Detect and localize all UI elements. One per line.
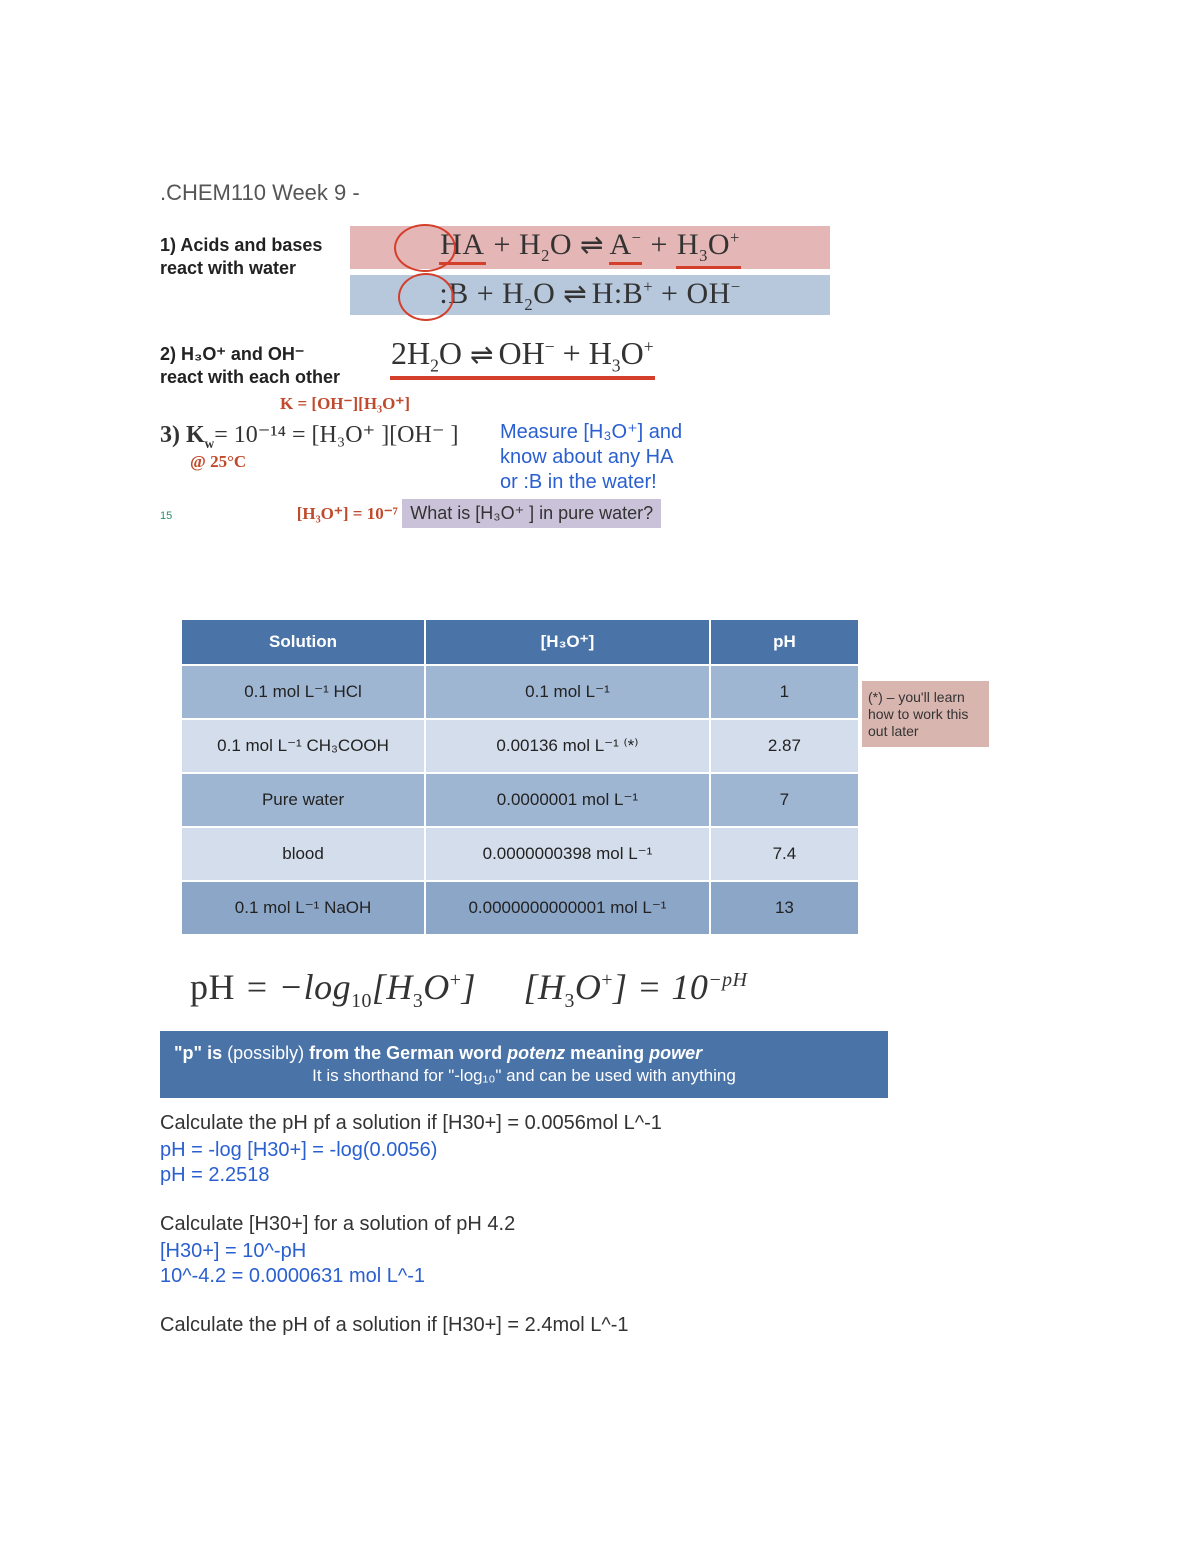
table-row: 0.1 mol L⁻¹ CH₃COOH0.00136 mol L⁻¹ ⁽*⁾2.… — [181, 719, 859, 773]
cell: 0.0000000000001 mol L⁻¹ — [425, 881, 710, 935]
table-header-row: Solution [H₃O⁺] pH — [181, 619, 859, 665]
problem-3: Calculate the pH of a solution if [H30+]… — [160, 1314, 1050, 1337]
eq-term: OH — [686, 277, 730, 310]
pbox-text: "p" is — [174, 1043, 227, 1063]
eq-term: H — [519, 228, 541, 261]
handwritten-10-7: [H₃O⁺] = 10⁻⁷ — [297, 504, 398, 523]
section-1-equations: HA + H2O ⇌ A− + H3O+ :B + H2O ⇌ H:B+ + O… — [350, 226, 830, 315]
cell: 1 — [710, 665, 859, 719]
handwritten-k-expression: K = [OH⁻][H₃O⁺] — [280, 394, 1050, 414]
blue-note: Measure [H₃O⁺] and know about any HA or … — [500, 420, 750, 495]
cell: 7.4 — [710, 827, 859, 881]
cell: 7 — [710, 773, 859, 827]
table-row: 0.1 mol L⁻¹ HCl0.1 mol L⁻¹1 — [181, 665, 859, 719]
section-3: 3) Kw= 10⁻¹⁴ = [H₃O⁺ ][OH⁻ ] @ 25°C Meas… — [160, 420, 1050, 495]
section-2-label: 2) H₃O⁺ and OH⁻ react with each other — [160, 335, 350, 388]
cell: 0.0000000398 mol L⁻¹ — [425, 827, 710, 881]
red-circle-annotation — [394, 224, 456, 272]
table-side-note: (*) – you'll learn how to work this out … — [862, 681, 989, 747]
page-title: .CHEM110 Week 9 - — [160, 180, 1050, 206]
eq-term: A — [610, 228, 632, 261]
section-1: 1) Acids and bases react with water HA +… — [160, 226, 1050, 315]
ph-formula: pH = −log10[H3O+] [H3O+] = 10−pH — [190, 966, 1050, 1013]
cell: 0.1 mol L⁻¹ — [425, 665, 710, 719]
pbox-text: potenz — [507, 1043, 565, 1063]
ph-table: Solution [H₃O⁺] pH 0.1 mol L⁻¹ HCl0.1 mo… — [180, 618, 860, 936]
ph-table-wrap: Solution [H₃O⁺] pH 0.1 mol L⁻¹ HCl0.1 mo… — [180, 618, 1050, 936]
cell: 0.1 mol L⁻¹ HCl — [181, 665, 425, 719]
answer-text: 10^-4.2 = 0.0000631 mol L^-1 — [160, 1265, 1050, 1288]
table-row: 0.1 mol L⁻¹ NaOH0.0000000000001 mol L⁻¹1… — [181, 881, 859, 935]
eq-term: 2H — [391, 335, 430, 371]
question-text: Calculate the pH of a solution if [H30+]… — [160, 1314, 1050, 1337]
cell: 0.00136 mol L⁻¹ ⁽*⁾ — [425, 719, 710, 773]
question-text: Calculate [H30+] for a solution of pH 4.… — [160, 1213, 1050, 1236]
question-text: Calculate the pH pf a solution if [H30+]… — [160, 1112, 1050, 1135]
handwritten-25c: @ 25°C — [190, 452, 460, 472]
blue-note-line: Measure [H₃O⁺] and — [500, 421, 682, 443]
eq-term: H:B — [592, 277, 644, 310]
pbox-text: from the German word — [309, 1043, 507, 1063]
kw-k: 3) K — [160, 422, 205, 448]
pbox-text: (possibly) — [227, 1043, 309, 1063]
answer-text: pH = 2.2518 — [160, 1164, 1050, 1187]
col-solution: Solution — [181, 619, 425, 665]
section-1-label: 1) Acids and bases react with water — [160, 226, 350, 279]
answer-text: [H30+] = 10^-pH — [160, 1240, 1050, 1263]
eq-term: OH — [498, 335, 544, 371]
p-definition-box: "p" is (possibly) from the German word p… — [160, 1031, 888, 1098]
problem-1: Calculate the pH pf a solution if [H30+]… — [160, 1112, 1050, 1187]
table-row: blood0.0000000398 mol L⁻¹7.4 — [181, 827, 859, 881]
cell: 13 — [710, 881, 859, 935]
bottom-annotation-row: 15 [H₃O⁺] = 10⁻⁷ What is [H₃O⁺ ] in pure… — [160, 495, 1050, 528]
water-equation: 2H2O ⇌ OH− + H3O+ — [390, 335, 655, 380]
col-h3o: [H₃O⁺] — [425, 619, 710, 665]
pbox-line2: It is shorthand for "-log₁₀" and can be … — [174, 1065, 874, 1088]
blue-note-line: or :B in the water! — [500, 471, 657, 493]
answer-text: pH = -log [H30+] = -log(0.0056) — [160, 1139, 1050, 1162]
problem-2: Calculate [H30+] for a solution of pH 4.… — [160, 1213, 1050, 1288]
base-equation: :B + H2O ⇌ H:B+ + OH− — [350, 275, 830, 315]
document-page: .CHEM110 Week 9 - 1) Acids and bases rea… — [0, 0, 1200, 1337]
kw-label: 3) Kw= 10⁻¹⁴ = [H₃O⁺ ][OH⁻ ] — [160, 422, 459, 448]
col-ph: pH — [710, 619, 859, 665]
eq-term: H — [677, 228, 699, 261]
cell: Pure water — [181, 773, 425, 827]
cell: blood — [181, 827, 425, 881]
section-2: 2) H₃O⁺ and OH⁻ react with each other 2H… — [160, 335, 1050, 388]
acid-equation: HA + H2O ⇌ A− + H3O+ — [350, 226, 830, 269]
cell: 2.87 — [710, 719, 859, 773]
red-circle-annotation — [398, 273, 454, 321]
kw-left: 3) Kw= 10⁻¹⁴ = [H₃O⁺ ][OH⁻ ] @ 25°C — [160, 420, 460, 472]
eq-term: H — [589, 335, 612, 371]
eq-term: H — [502, 277, 524, 310]
cell: 0.0000001 mol L⁻¹ — [425, 773, 710, 827]
pbox-text: power — [649, 1043, 702, 1063]
slide-number: 15 — [160, 510, 172, 522]
blue-note-line: know about any HA — [500, 446, 673, 468]
cell: 0.1 mol L⁻¹ NaOH — [181, 881, 425, 935]
cell: 0.1 mol L⁻¹ CH₃COOH — [181, 719, 425, 773]
pbox-text: meaning — [565, 1043, 649, 1063]
kw-equation: = 10⁻¹⁴ = [H₃O⁺ ][OH⁻ ] — [214, 422, 458, 448]
table-row: Pure water0.0000001 mol L⁻¹7 — [181, 773, 859, 827]
gray-question-box: What is [H₃O⁺ ] in pure water? — [402, 499, 661, 528]
